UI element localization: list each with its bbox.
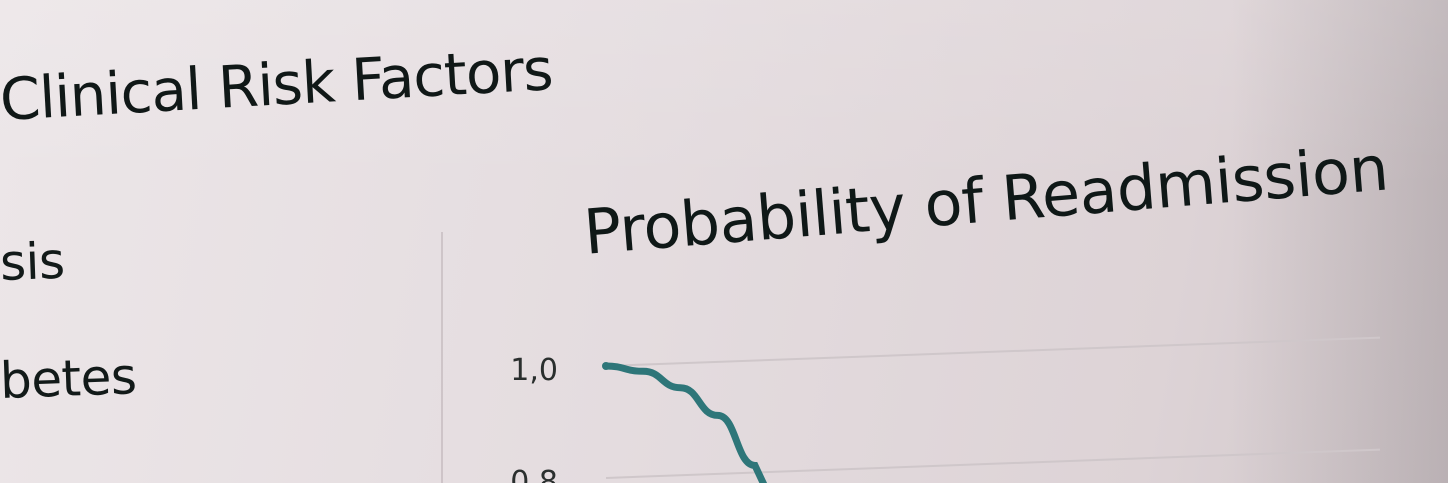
grid-layer xyxy=(605,336,1381,479)
gridline xyxy=(605,336,1381,367)
series-layer xyxy=(602,362,768,483)
y-tick-label: 0,8 xyxy=(510,465,558,483)
panel-divider xyxy=(441,232,443,483)
series-point xyxy=(602,362,610,370)
gridline xyxy=(605,448,1381,479)
y-tick-label: 1,0 xyxy=(510,353,558,388)
series-line xyxy=(602,362,768,483)
tick-layer: 1,0 0,8 xyxy=(510,353,558,483)
